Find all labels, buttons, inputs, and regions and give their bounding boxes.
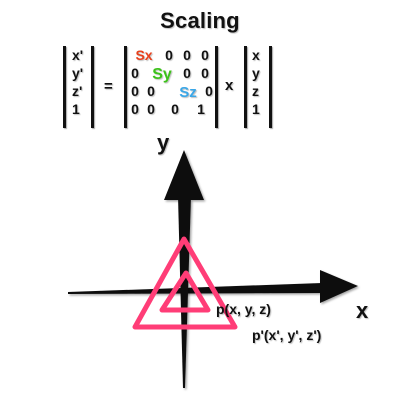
point-label-original: p(x, y, z) bbox=[216, 301, 271, 317]
diagram-title: Scaling bbox=[160, 8, 240, 33]
matrix-cell: 0 bbox=[131, 83, 139, 99]
scaled-triangle bbox=[132, 236, 238, 330]
matrix-cell-sx: Sx bbox=[135, 47, 153, 63]
scaling-matrix: Sx 0 0 0 0 Sy 0 0 0 0 Sz 0 0 0 0 1 bbox=[128, 46, 214, 122]
matrix-cell: 0 bbox=[183, 65, 191, 81]
matrix-cell: 0 bbox=[165, 47, 173, 63]
right-vector-entry: z bbox=[252, 83, 259, 99]
right-vector-bar-left bbox=[244, 46, 247, 128]
matrix-cell: 0 bbox=[147, 83, 155, 99]
equals-sign: = bbox=[104, 78, 113, 95]
matrix-bar-right bbox=[215, 46, 218, 128]
left-vector-entry: 1 bbox=[72, 101, 80, 117]
matrix-bar-left bbox=[124, 46, 127, 128]
matrix-cell: 1 bbox=[197, 101, 205, 117]
original-triangle bbox=[159, 270, 211, 313]
point-label-scaled: p'(x', y', z') bbox=[252, 327, 322, 343]
right-vector-bar-right bbox=[269, 46, 272, 128]
matrix-cell: 0 bbox=[201, 47, 209, 63]
right-vector: x y z 1 bbox=[252, 46, 268, 118]
left-vector-bar-left bbox=[63, 46, 66, 128]
matrix-cell-sz: Sz bbox=[179, 84, 197, 101]
matrix-cell: 0 bbox=[183, 47, 191, 63]
left-vector-entry: y' bbox=[72, 65, 84, 81]
right-vector-entry: y bbox=[252, 65, 260, 81]
matrix-cell: 0 bbox=[147, 101, 155, 117]
matrix-cell: 0 bbox=[131, 101, 139, 117]
y-axis-label: y bbox=[157, 130, 170, 155]
right-vector-entry: x bbox=[252, 47, 260, 63]
matrix-cell: 0 bbox=[171, 101, 179, 117]
left-vector-entry: x' bbox=[72, 47, 84, 63]
left-vector-entry: z' bbox=[72, 83, 83, 99]
left-vector-bar-right bbox=[91, 46, 94, 128]
multiply-sign: x bbox=[225, 77, 234, 94]
left-vector: x' y' z' 1 bbox=[72, 46, 92, 118]
x-axis-label: x bbox=[356, 298, 369, 323]
matrix-cell: 0 bbox=[205, 83, 213, 99]
right-vector-entry: 1 bbox=[252, 101, 260, 117]
y-axis-arrowhead bbox=[164, 150, 204, 200]
matrix-cell: 0 bbox=[201, 65, 209, 81]
x-axis-arrowhead bbox=[320, 270, 358, 303]
matrix-cell-sy: Sy bbox=[152, 66, 172, 83]
matrix-cell: 0 bbox=[131, 65, 139, 81]
